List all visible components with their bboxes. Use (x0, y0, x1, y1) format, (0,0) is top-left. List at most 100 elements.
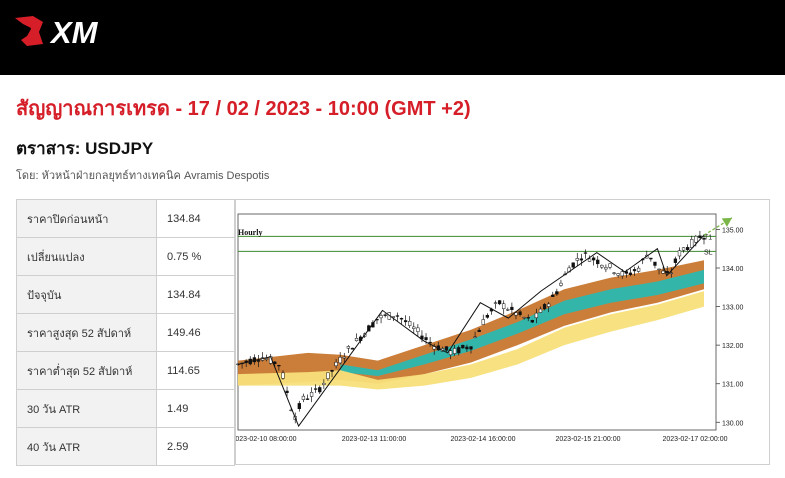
candle-body (681, 247, 686, 251)
candle-body (616, 273, 620, 276)
candle-body (485, 314, 490, 318)
candle-body (497, 300, 502, 305)
x-tick-label: 2023-02-15 21:00:00 (556, 436, 621, 443)
candle-body (403, 320, 408, 323)
candle-body (575, 258, 579, 261)
candle-body (452, 348, 457, 354)
candle-body (677, 250, 682, 257)
stats-row: 40 วัน ATR 2.59 (16, 427, 235, 466)
stat-value: 134.84 (156, 275, 235, 314)
candle-body (502, 303, 506, 310)
candle-body (322, 382, 326, 385)
y-tick-label: 134.00 (722, 266, 744, 273)
candle-body (694, 235, 698, 243)
candle-body (571, 262, 575, 268)
candle-body (330, 370, 334, 372)
candle-body (559, 282, 563, 286)
y-tick-label: 133.00 (722, 305, 744, 312)
stat-value: 149.46 (156, 313, 235, 352)
candle-body (510, 306, 514, 310)
instrument-name: ตราสาร: USDJPY (16, 139, 154, 158)
stat-label: 30 วัน ATR (16, 389, 157, 428)
candle-body (624, 271, 628, 274)
candle-body (534, 312, 539, 318)
candle-body (297, 403, 301, 409)
candle-body (698, 235, 702, 239)
candle-body (587, 258, 592, 262)
candle-body (448, 350, 453, 356)
band-inner (238, 291, 704, 390)
candle-body (477, 329, 481, 332)
candle-body (620, 271, 624, 277)
zigzag-line (237, 234, 705, 428)
candle-body (526, 317, 530, 319)
candle-body (461, 344, 465, 349)
candle-body (416, 327, 420, 332)
stats-row: 30 วัน ATR 1.49 (16, 389, 235, 428)
stat-value: 114.65 (156, 351, 235, 390)
y-tick-label: 135.00 (722, 227, 744, 234)
candle-body (399, 317, 404, 320)
candle-body (465, 346, 469, 350)
logo-text: XM (49, 15, 99, 50)
candle-body (657, 268, 661, 271)
author-byline: โดย: หัวหน้าฝ่ายกลยุทธ์ทางเทคนิค Avramis… (16, 170, 270, 182)
candle-body (530, 320, 534, 323)
stat-label: ราคาปิดก่อนหน้า (16, 199, 157, 238)
band-middle (340, 269, 704, 376)
top-header-bar: XM (0, 0, 785, 75)
candle-body (305, 398, 310, 400)
stats-row: ราคาสูงสุด 52 สัปดาห์ 149.46 (16, 313, 235, 352)
xm-logo[interactable]: XM (13, 12, 133, 50)
stat-label: 40 วัน ATR (16, 427, 157, 466)
stat-label: ปัจจุบัน (16, 275, 157, 314)
signal-title: สัญญาณการเทรด - 17 / 02 / 2023 - 10:00 (… (16, 98, 471, 120)
candle-body (379, 315, 383, 319)
candle-body (367, 325, 371, 332)
candle-body (318, 387, 322, 393)
candle-body (600, 264, 604, 268)
candle-body (514, 312, 518, 316)
band-outer (238, 260, 704, 386)
candle-body (632, 269, 637, 272)
candle-body (428, 341, 432, 344)
candle-body (649, 257, 653, 260)
x-tick-label: 2023-02-13 11:00:00 (342, 436, 407, 443)
candle-body (522, 317, 526, 319)
candle-body (334, 361, 338, 366)
x-tick-label: 2023-02-17 02:00:00 (663, 436, 728, 443)
candle-body (277, 364, 281, 367)
candle-body (685, 247, 690, 251)
candle-body (583, 252, 588, 254)
candle-body (538, 308, 543, 313)
stat-value: 134.84 (156, 199, 235, 238)
candle-body (408, 321, 412, 326)
x-tick-label: 2023-02-14 16:00:00 (451, 436, 516, 443)
stats-row: ราคาปิดก่อนหน้า 134.84 (16, 199, 235, 238)
candle-body (309, 392, 314, 397)
candle-body (354, 338, 359, 342)
candle-body (690, 239, 694, 248)
candle-body (326, 372, 330, 379)
stat-label: ราคาสูงสุด 52 สัปดาห์ (16, 313, 157, 352)
stats-row: ปัจจุบัน 134.84 (16, 275, 235, 314)
candle-body (608, 263, 612, 268)
candle-body (301, 395, 306, 400)
candle-body (350, 347, 355, 350)
y-tick-label: 131.00 (722, 382, 744, 389)
candle-body (673, 258, 678, 263)
stat-label: เปลี่ยนแปลง (16, 237, 157, 276)
level-label-t1: T1 (704, 234, 712, 241)
price-chart: T1 SL 135.00 134.00 133.00 132.00 131.00 130.00… (235, 199, 770, 465)
stat-value: 1.49 (156, 389, 235, 428)
candle-body (628, 272, 633, 275)
candle-body (551, 294, 555, 297)
candle-body (264, 358, 269, 360)
candle-body (636, 267, 641, 272)
candle-body (473, 336, 477, 338)
candle-body (555, 291, 559, 295)
candle-body (457, 347, 461, 354)
candle-body (604, 267, 608, 270)
x-tick-label: 2023-02-10 08:00:00 (236, 436, 297, 443)
candle-body (342, 356, 346, 359)
